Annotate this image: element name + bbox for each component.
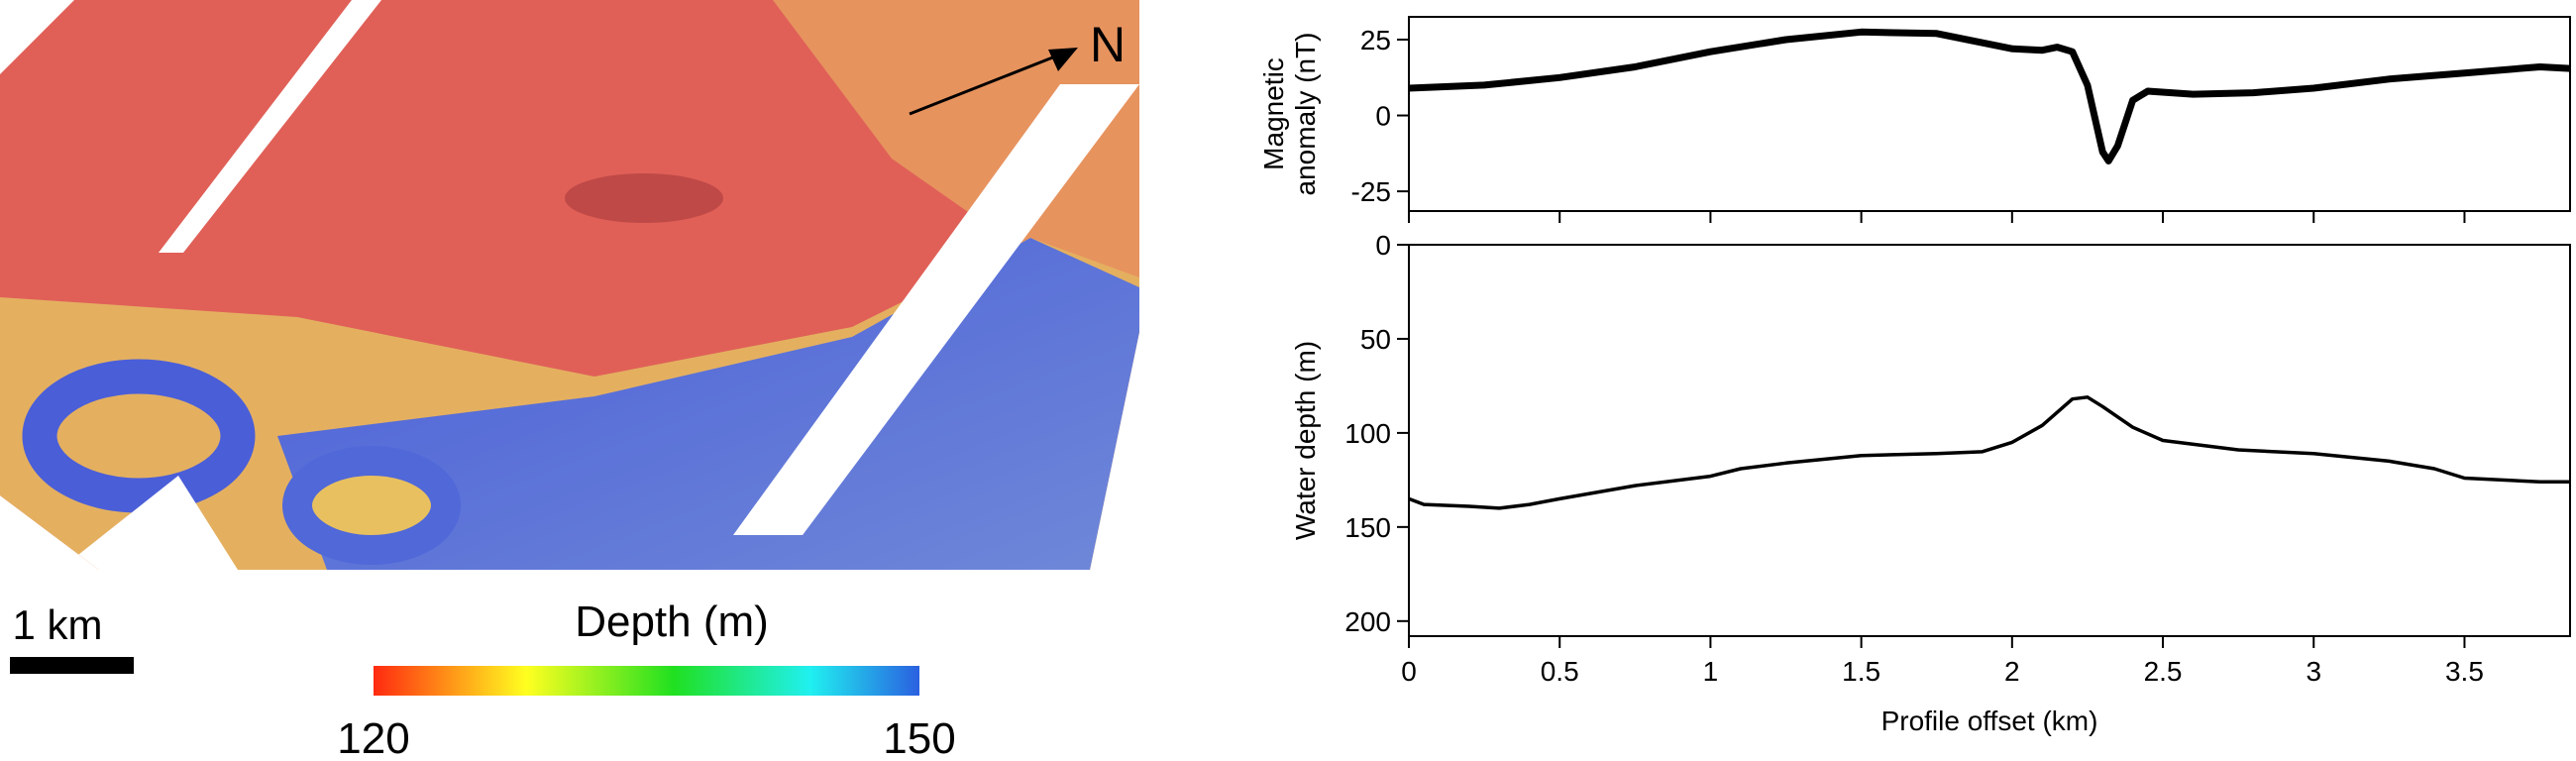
colorbar: [374, 666, 919, 696]
data-line: [1408, 28, 2571, 164]
y-tick-label: 25: [1360, 25, 1391, 55]
scale-label: 1 km: [12, 601, 102, 648]
x-tick-label: 1.5: [1842, 656, 1880, 687]
y-tick-label: 0: [1375, 101, 1391, 132]
x-tick-label: 2.5: [2144, 656, 2183, 687]
bathymetry-map: [0, 0, 1139, 570]
y-tick-label: 150: [1344, 512, 1391, 543]
x-tick-label: 2: [2004, 656, 2020, 687]
north-label: N: [1090, 17, 1126, 72]
x-tick-label: 3.5: [2445, 656, 2484, 687]
y-tick-label: 50: [1360, 324, 1391, 355]
x-tick-label: 0: [1401, 656, 1417, 687]
plot-frame: [1408, 16, 2571, 212]
colorbar-tick-label: 150: [883, 714, 955, 756]
y-tick-label: 200: [1344, 606, 1391, 637]
north-arrowhead: [1048, 48, 1078, 71]
data-line: [1408, 395, 2570, 510]
y-axis-label: Magnetic: [1258, 57, 1289, 170]
north-arrow: [909, 54, 1056, 116]
x-tick-label: 3: [2306, 656, 2321, 687]
y-axis-label: anomaly (nT): [1290, 33, 1321, 196]
x-tick-label: 0.5: [1541, 656, 1579, 687]
y-tick-label: -25: [1351, 176, 1391, 207]
x-tick-label: 1: [1703, 656, 1719, 687]
y-tick-label: 0: [1375, 230, 1391, 261]
y-tick-label: 100: [1344, 418, 1391, 449]
colorbar-tick-label: 120: [337, 714, 409, 756]
y-axis-label: Water depth (m): [1290, 341, 1321, 540]
x-axis-label: Profile offset (km): [1881, 706, 2098, 736]
scale-bar: [10, 657, 134, 674]
colorbar-title: Depth (m): [575, 598, 769, 646]
plot-frame: [1408, 244, 2571, 637]
